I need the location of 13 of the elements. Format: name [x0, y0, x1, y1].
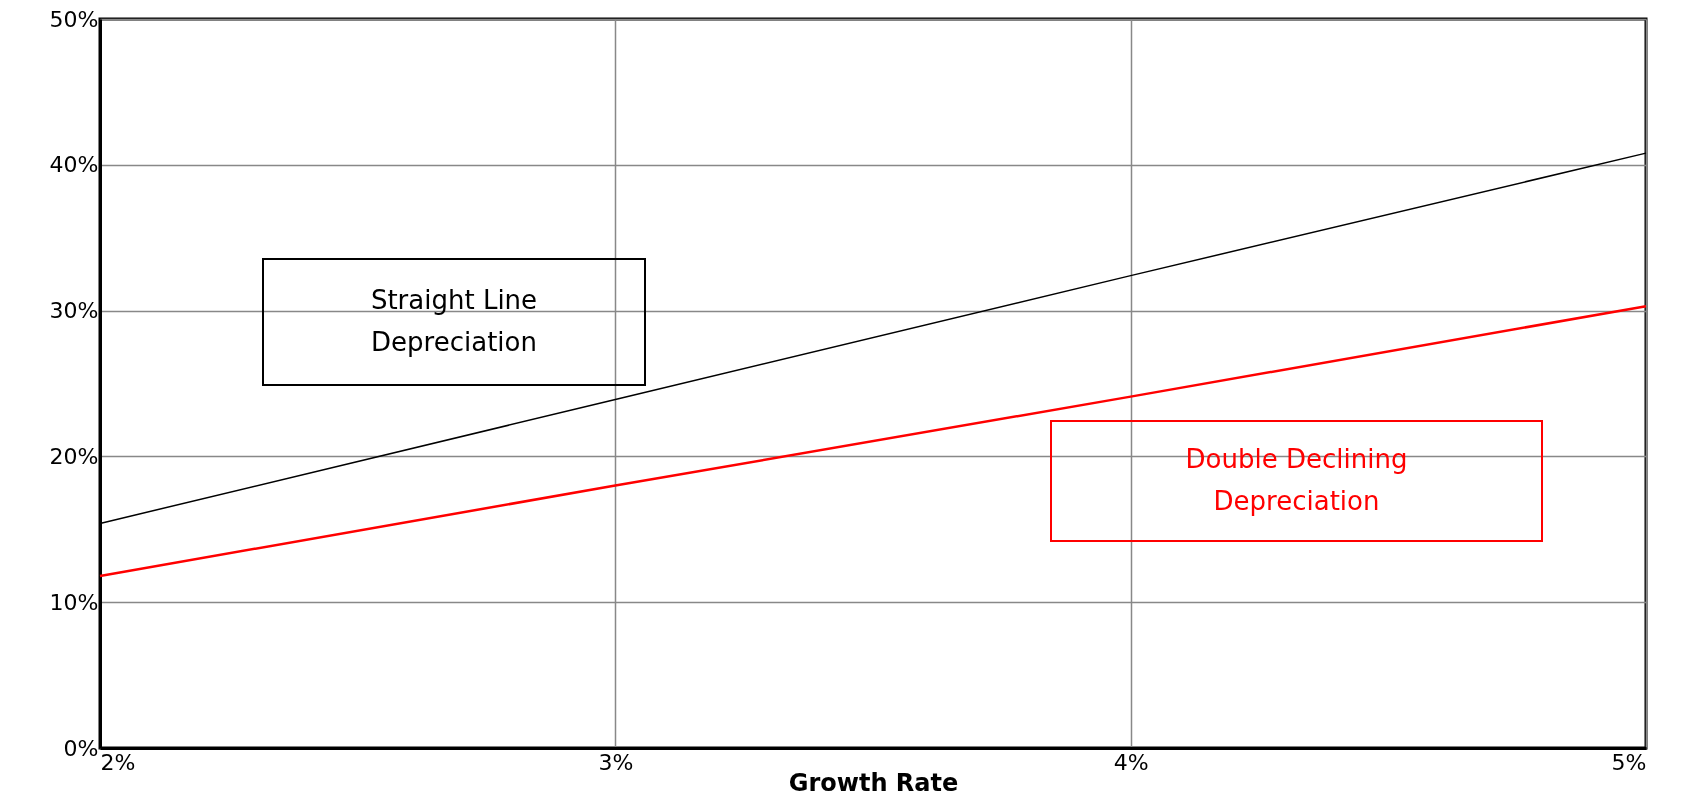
- y-tick-label: 10%: [49, 589, 99, 615]
- x-tick-label: 4%: [1113, 749, 1149, 775]
- x-tick-label: 2%: [100, 749, 136, 775]
- y-tick-label: 50%: [49, 6, 99, 32]
- x-tick-label: 3%: [598, 749, 634, 775]
- y-tick-label: 0%: [63, 735, 99, 761]
- y-tick-label: 30%: [49, 298, 99, 324]
- x-tick-label: 5%: [1611, 749, 1647, 775]
- x-axis-title: Growth Rate: [788, 768, 959, 797]
- y-tick-label: 20%: [49, 443, 99, 469]
- y-tick-label: 40%: [49, 152, 99, 178]
- text: Straight Line Depreciation: [370, 285, 538, 357]
- text: Double Declining Depreciation: [1185, 444, 1408, 516]
